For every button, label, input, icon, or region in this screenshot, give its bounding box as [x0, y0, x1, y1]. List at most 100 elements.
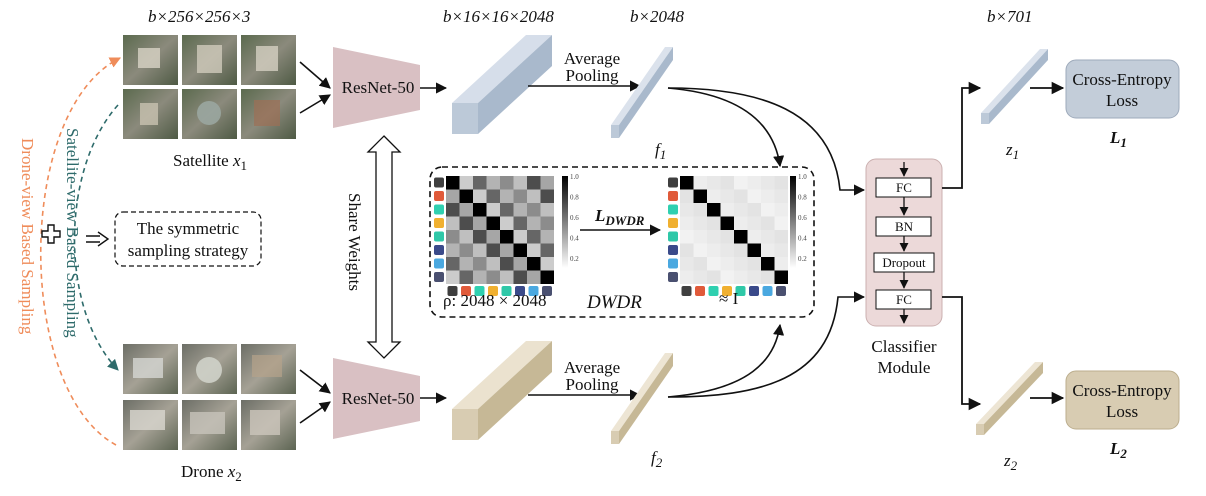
matrix-cell	[446, 257, 460, 271]
matrix-cell	[734, 270, 748, 284]
matrix-cell	[747, 230, 761, 244]
matrix-cell	[774, 230, 788, 244]
matrix-cell	[473, 270, 487, 284]
arrow	[299, 94, 331, 114]
loss2-label: L2	[1109, 439, 1127, 461]
matrix-cell	[513, 243, 527, 257]
matrix-cell	[693, 216, 707, 230]
row-swatch	[668, 204, 678, 215]
matrix-cell	[527, 257, 541, 271]
colorbar-tick-label: 0.4	[570, 235, 579, 243]
matrix-cell	[540, 230, 554, 244]
arrow-to-classifier-bottom	[667, 291, 866, 398]
f1-label: f1	[655, 140, 666, 162]
matrix-cell	[680, 189, 694, 203]
matrix-cell	[459, 189, 473, 203]
matrix-cell	[680, 257, 694, 271]
matrix-cell	[720, 230, 734, 244]
matrix-cell	[473, 243, 487, 257]
matrix-cell	[680, 176, 694, 190]
matrix-cell	[774, 257, 788, 271]
column-swatch	[461, 286, 471, 296]
row-swatch	[668, 258, 678, 269]
matrix-cell	[513, 230, 527, 244]
matrix-cell	[527, 216, 541, 230]
matrix-cell	[693, 176, 707, 190]
matrix-cell	[540, 243, 554, 257]
matrix-cell	[720, 243, 734, 257]
matrix-cell	[693, 189, 707, 203]
row-swatch	[668, 191, 678, 201]
column-swatch	[447, 286, 458, 296]
matrix-cell	[513, 257, 527, 271]
matrix-cell	[734, 189, 748, 203]
matrix-cell	[761, 176, 775, 190]
matrix-cell	[459, 230, 473, 244]
colorbar-tick-label: 1.0	[570, 173, 579, 181]
matrix-cell	[446, 176, 460, 190]
matrix-cell	[513, 203, 527, 217]
pooled-dims-label: b×2048	[630, 7, 684, 26]
f2-label: f2	[651, 448, 663, 470]
matrix-cell	[774, 189, 788, 203]
correlation-matrix-before	[434, 176, 554, 296]
matrix-cell	[500, 270, 514, 284]
row-swatch	[668, 272, 678, 282]
matrix-cell	[774, 243, 788, 257]
matrix-cell	[774, 270, 788, 284]
matrix-cell	[747, 243, 761, 257]
matrix-cell	[707, 189, 721, 203]
colorbar-right	[790, 176, 796, 268]
approx-identity-label: ≈ I	[719, 289, 739, 308]
matrix-cell	[486, 270, 500, 284]
matrix-cell	[680, 216, 694, 230]
matrix-cell	[486, 230, 500, 244]
matrix-cell	[707, 216, 721, 230]
symmetric-label-line2: sampling strategy	[128, 241, 249, 260]
matrix-cell	[720, 257, 734, 271]
matrix-cell	[486, 189, 500, 203]
loss1-label: L1	[1109, 128, 1127, 150]
matrix-cell	[747, 203, 761, 217]
fc1-label: FC	[896, 180, 912, 195]
matrix-cell	[707, 270, 721, 284]
f1-vector	[611, 47, 673, 138]
matrix-cell	[774, 203, 788, 217]
matrix-cell	[734, 216, 748, 230]
arrow	[667, 323, 785, 398]
matrix-cell	[473, 216, 487, 230]
matrix-cell	[446, 203, 460, 217]
matrix-cell	[707, 257, 721, 271]
arrow	[299, 61, 331, 89]
row-swatch	[434, 245, 444, 255]
matrix-cell	[693, 257, 707, 271]
row-swatch	[434, 177, 444, 188]
ce-loss-top	[1065, 59, 1180, 119]
matrix-cell	[734, 243, 748, 257]
matrix-cell	[446, 270, 460, 284]
satellite-caption: Satellite x1	[173, 151, 247, 173]
avg-pooling-bottom-line2: Pooling	[566, 375, 619, 394]
feature-dims-label: b×16×16×2048	[443, 7, 554, 26]
column-swatch	[488, 286, 498, 296]
share-weights-label: Share Weights	[345, 193, 364, 291]
z1-vector	[981, 49, 1048, 124]
matrix-cell	[761, 257, 775, 271]
matrix-cell	[707, 230, 721, 244]
matrix-cell	[527, 243, 541, 257]
matrix-cell	[693, 270, 707, 284]
drone-feature-map	[452, 341, 552, 440]
matrix-cell	[734, 203, 748, 217]
colorbar-tick-label: 0.8	[798, 194, 807, 202]
satellite-dims-label: b×256×256×3	[148, 7, 250, 26]
column-swatch	[749, 286, 759, 296]
matrix-cell	[747, 257, 761, 271]
matrix-cell	[473, 176, 487, 190]
classifier-label-line2: Module	[878, 358, 931, 377]
column-swatch	[474, 286, 485, 296]
drone-sampling-arrow	[40, 57, 122, 446]
avg-pooling-bottom-line1: Average	[564, 358, 620, 377]
colorbar-ticks-right: 1.0 0.8 0.6 0.4 0.2	[798, 173, 807, 263]
matrix-cell	[540, 189, 554, 203]
z1-label: z1	[1005, 140, 1019, 162]
